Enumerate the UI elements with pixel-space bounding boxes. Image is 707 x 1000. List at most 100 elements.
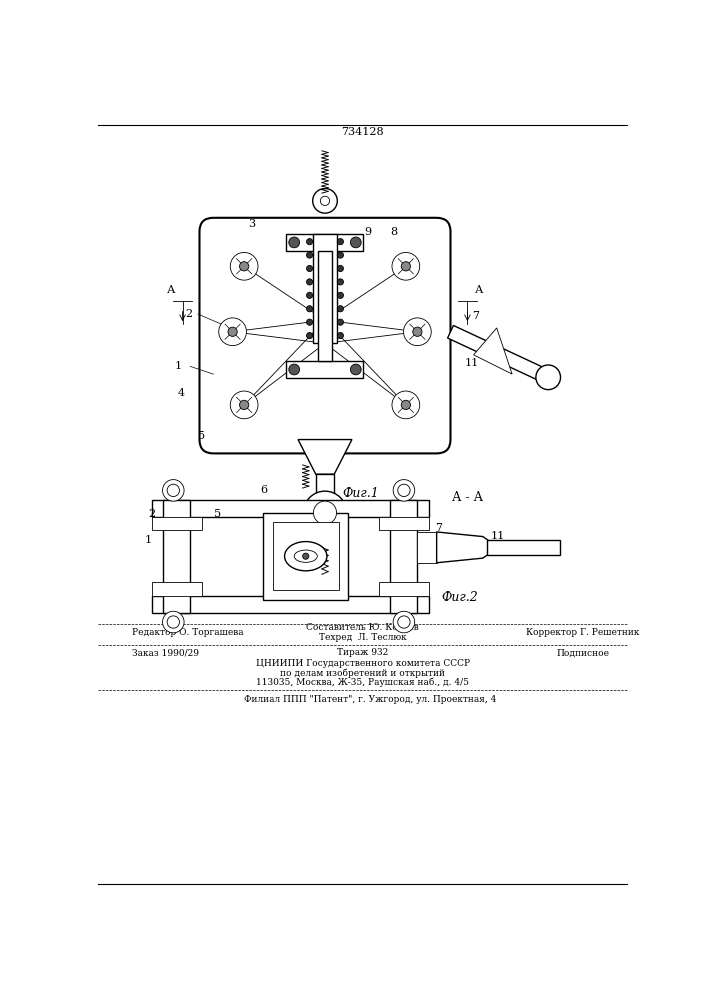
Circle shape (337, 333, 344, 339)
Text: ЦНИИПИ Государственного комитета СССР: ЦНИИПИ Государственного комитета СССР (256, 659, 469, 668)
Text: 11: 11 (464, 358, 479, 368)
Bar (152, 582, 201, 596)
Text: 2: 2 (148, 509, 156, 519)
Bar (313, 234, 337, 343)
Circle shape (307, 265, 312, 272)
Bar (152, 596, 429, 613)
Text: Составитель Ю. Козлов: Составитель Ю. Козлов (306, 623, 419, 632)
Circle shape (536, 365, 561, 390)
Text: 5: 5 (214, 509, 221, 519)
Text: 1: 1 (144, 535, 151, 545)
Text: 8: 8 (391, 227, 398, 237)
Bar (152, 517, 201, 530)
Circle shape (218, 318, 247, 346)
Circle shape (240, 400, 249, 410)
Ellipse shape (284, 542, 327, 571)
FancyBboxPatch shape (199, 218, 450, 453)
Text: Редактор О. Торгашева: Редактор О. Торгашева (132, 628, 244, 637)
Text: 5: 5 (198, 431, 205, 441)
Text: 3: 3 (248, 219, 255, 229)
Polygon shape (437, 532, 498, 563)
Circle shape (240, 262, 249, 271)
Circle shape (351, 364, 361, 375)
Text: Фиг.2: Фиг.2 (441, 591, 478, 604)
Circle shape (351, 237, 361, 248)
Circle shape (303, 553, 309, 559)
Circle shape (230, 391, 258, 419)
Circle shape (337, 239, 344, 245)
Circle shape (307, 319, 312, 325)
Text: 113035, Москва, Ж-35, Раушская наб., д. 4/5: 113035, Москва, Ж-35, Раушская наб., д. … (256, 677, 469, 687)
Circle shape (307, 279, 312, 285)
Text: 2: 2 (185, 309, 192, 319)
Text: 7: 7 (435, 523, 442, 533)
Circle shape (167, 616, 180, 628)
Circle shape (307, 252, 312, 258)
Bar (379, 517, 429, 530)
Text: 11: 11 (491, 531, 506, 541)
Circle shape (307, 333, 312, 339)
Text: Техред  Л. Теслюк: Техред Л. Теслюк (319, 633, 407, 642)
Bar (316, 474, 334, 493)
Bar (152, 596, 429, 613)
Circle shape (167, 484, 180, 497)
Text: Корректор Г. Решетник: Корректор Г. Решетник (526, 628, 640, 637)
Circle shape (393, 480, 415, 501)
Circle shape (337, 252, 344, 258)
Text: Филиал ППП "Патент", г. Ужгород, ул. Проектная, 4: Филиал ППП "Патент", г. Ужгород, ул. Про… (244, 695, 496, 704)
Text: 4: 4 (177, 388, 185, 398)
Circle shape (230, 252, 258, 280)
Circle shape (228, 327, 238, 336)
Text: 7: 7 (472, 311, 479, 321)
Text: 6: 6 (260, 485, 267, 495)
Text: Тираж 932: Тираж 932 (337, 648, 388, 657)
Text: Подписное: Подписное (556, 648, 609, 657)
Circle shape (312, 189, 337, 213)
Text: 10: 10 (322, 508, 336, 518)
Bar (313, 234, 337, 343)
Circle shape (392, 391, 420, 419)
Circle shape (337, 265, 344, 272)
Circle shape (398, 616, 410, 628)
Bar (318, 251, 332, 361)
Text: Заказ 1990/29: Заказ 1990/29 (132, 648, 199, 657)
Polygon shape (474, 328, 512, 374)
Circle shape (337, 279, 344, 285)
Circle shape (288, 237, 300, 248)
Text: А: А (475, 285, 483, 295)
Bar (318, 251, 332, 361)
Circle shape (398, 484, 410, 497)
Circle shape (163, 480, 184, 501)
Text: 9: 9 (364, 227, 371, 237)
Bar (390, 500, 417, 613)
Bar (273, 522, 339, 590)
Circle shape (307, 239, 312, 245)
Bar (286, 361, 363, 378)
Bar (152, 500, 429, 517)
Text: А - А: А - А (452, 491, 483, 504)
Bar (264, 513, 348, 600)
Text: 1: 1 (175, 361, 182, 371)
Polygon shape (298, 440, 352, 474)
Bar (486, 540, 560, 555)
Circle shape (393, 611, 415, 633)
Circle shape (163, 611, 184, 633)
Circle shape (337, 292, 344, 298)
Bar (163, 500, 190, 613)
Polygon shape (448, 325, 551, 384)
Bar (286, 361, 363, 378)
Bar (286, 234, 363, 251)
Circle shape (413, 327, 422, 336)
Text: по делам изобретений и открытий: по делам изобретений и открытий (280, 668, 445, 678)
Text: Фиг.1: Фиг.1 (343, 487, 380, 500)
Circle shape (307, 292, 312, 298)
Circle shape (404, 318, 431, 346)
Circle shape (337, 319, 344, 325)
Polygon shape (448, 325, 551, 384)
Circle shape (392, 252, 420, 280)
Bar (286, 234, 363, 251)
Circle shape (337, 306, 344, 312)
Circle shape (401, 400, 411, 410)
Bar (379, 582, 429, 596)
Text: А: А (167, 285, 175, 295)
